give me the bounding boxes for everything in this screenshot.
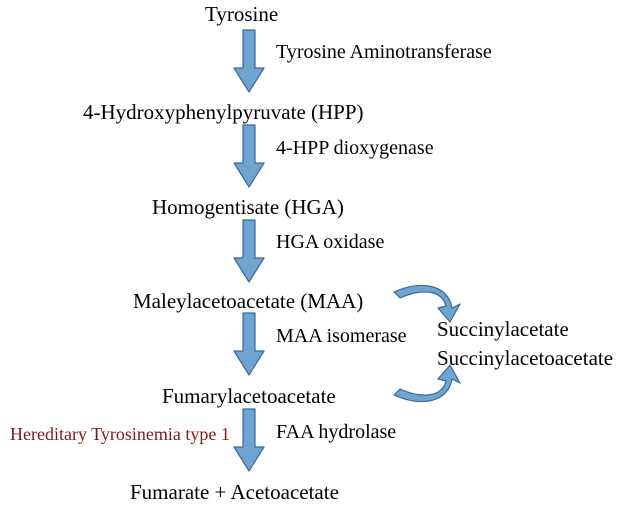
enzyme-hpp-dioxygenase: 4-HPP dioxygenase bbox=[276, 137, 434, 160]
curve-arrow-top bbox=[390, 278, 462, 324]
metabolite-hpp: 4-Hydroxyphenylpyruvate (HPP) bbox=[83, 100, 364, 125]
arrow-3 bbox=[234, 218, 264, 284]
enzyme-tyrosine-aminotransferase: Tyrosine Aminotransferase bbox=[276, 41, 492, 64]
metabolite-fumarate-acetoacetate: Fumarate + Acetoacetate bbox=[130, 480, 339, 505]
disease-label: Hereditary Tyrosinemia type 1 bbox=[10, 424, 230, 445]
enzyme-maa-isomerase: MAA isomerase bbox=[276, 325, 407, 348]
curve-arrow-bottom bbox=[390, 363, 462, 409]
metabolite-faa: Fumarylacetoacetate bbox=[162, 384, 336, 409]
metabolite-tyrosine: Tyrosine bbox=[205, 2, 278, 27]
arrow-2 bbox=[234, 123, 264, 189]
metabolite-hga: Homogentisate (HGA) bbox=[152, 195, 344, 220]
arrow-4 bbox=[234, 311, 264, 377]
pathway-diagram: Tyrosine 4-Hydroxyphenylpyruvate (HPP) H… bbox=[0, 0, 630, 509]
arrow-5 bbox=[234, 407, 264, 473]
arrow-1 bbox=[234, 28, 264, 94]
enzyme-hga-oxidase: HGA oxidase bbox=[276, 231, 384, 254]
enzyme-faa-hydrolase: FAA hydrolase bbox=[276, 421, 396, 444]
metabolite-succinylacetoacetate: Succinylacetoacetate bbox=[437, 346, 613, 371]
